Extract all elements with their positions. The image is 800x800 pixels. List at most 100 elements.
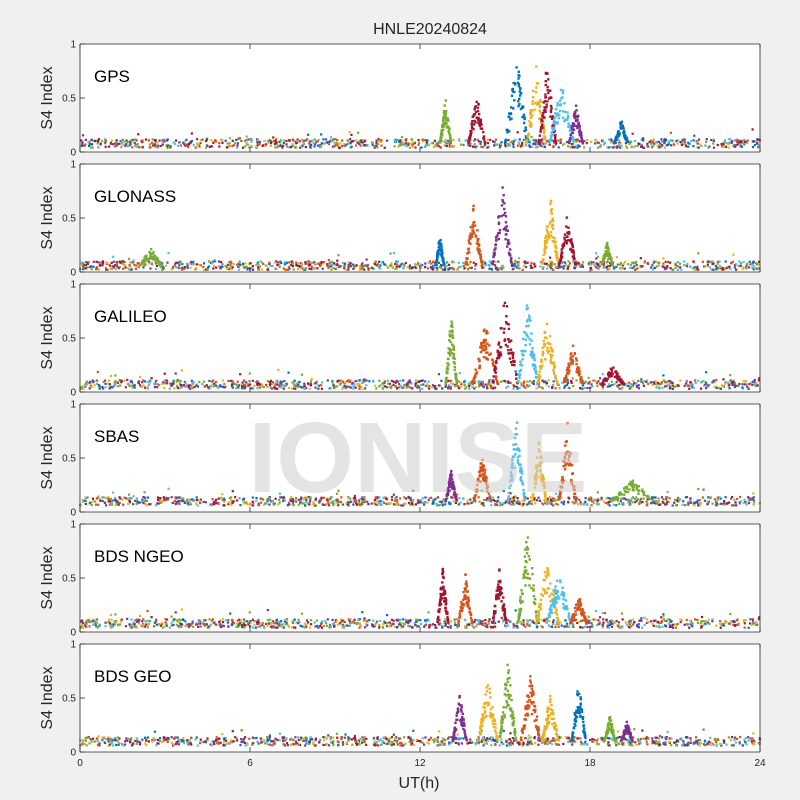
data-point [542, 339, 545, 343]
data-point [587, 263, 591, 266]
data-point [392, 493, 396, 496]
data-point [561, 96, 564, 99]
data-point [497, 232, 500, 235]
data-point [449, 385, 452, 389]
data-point [520, 349, 523, 353]
data-point [387, 382, 390, 385]
data-point [703, 384, 706, 387]
data-point [753, 378, 756, 382]
data-point [366, 264, 369, 268]
data-point [375, 139, 378, 142]
data-point [563, 386, 566, 389]
data-point [222, 497, 226, 500]
data-point [482, 266, 485, 269]
data-point [132, 495, 135, 498]
data-point [706, 384, 709, 387]
data-point [123, 264, 126, 267]
data-point [542, 253, 545, 257]
data-point [635, 268, 638, 271]
data-point [551, 350, 554, 353]
data-point [128, 144, 131, 147]
data-point [734, 384, 737, 387]
data-point [298, 264, 301, 268]
data-point [692, 145, 695, 148]
data-point [149, 251, 152, 255]
data-point [642, 137, 645, 140]
data-point [613, 140, 617, 143]
data-point [346, 379, 350, 382]
data-point [478, 124, 482, 128]
data-point [101, 139, 104, 142]
data-point [304, 139, 308, 142]
data-point [563, 120, 566, 123]
data-point [209, 503, 212, 506]
data-point [533, 139, 536, 142]
data-point [434, 144, 437, 147]
data-point [620, 144, 623, 147]
data-point [495, 379, 499, 383]
data-point [509, 339, 513, 342]
data-point [609, 371, 612, 375]
data-point [353, 496, 357, 499]
data-point [230, 379, 234, 383]
data-point [741, 386, 744, 389]
data-point [661, 144, 664, 147]
data-point [476, 247, 479, 250]
data-point [578, 498, 581, 501]
data-point [599, 145, 602, 148]
data-point [365, 384, 368, 387]
data-point [452, 261, 456, 264]
data-point [408, 267, 412, 270]
data-point [669, 131, 672, 134]
data-point [165, 379, 169, 382]
data-point [508, 500, 511, 503]
data-point [532, 138, 535, 141]
data-point [519, 92, 523, 95]
data-point [115, 263, 118, 266]
data-point [120, 140, 124, 143]
data-point [276, 263, 279, 267]
data-point [455, 381, 458, 384]
data-point [264, 143, 267, 146]
data-point [530, 261, 533, 265]
data-point [543, 100, 547, 103]
data-point [516, 261, 519, 264]
data-point [518, 502, 521, 506]
data-point [511, 354, 515, 357]
data-point [555, 114, 558, 118]
data-point [277, 382, 281, 385]
data-point [636, 267, 639, 270]
data-point [440, 503, 443, 506]
data-point [359, 268, 362, 271]
data-point [370, 141, 374, 144]
panel-background [80, 44, 760, 152]
data-point [603, 256, 606, 260]
data-point [428, 387, 431, 390]
data-point [395, 267, 399, 270]
data-point [256, 138, 260, 141]
data-point [481, 146, 485, 149]
data-point [497, 215, 501, 218]
data-point [545, 322, 549, 326]
data-point [153, 382, 156, 386]
data-point [552, 119, 556, 123]
data-point [612, 268, 615, 271]
data-point [230, 385, 234, 388]
data-point [447, 268, 450, 271]
data-point [474, 368, 477, 371]
data-point [588, 380, 591, 383]
data-point [162, 381, 165, 384]
data-point [336, 138, 339, 142]
data-point [332, 145, 336, 148]
data-point [330, 264, 334, 267]
data-point [494, 377, 498, 381]
data-point [314, 386, 317, 389]
data-point [99, 143, 102, 146]
data-point [639, 257, 642, 260]
data-point [278, 384, 281, 387]
data-point [750, 263, 754, 266]
data-point [258, 140, 261, 144]
data-point [448, 351, 452, 355]
data-point [606, 377, 609, 381]
data-point [88, 387, 91, 390]
